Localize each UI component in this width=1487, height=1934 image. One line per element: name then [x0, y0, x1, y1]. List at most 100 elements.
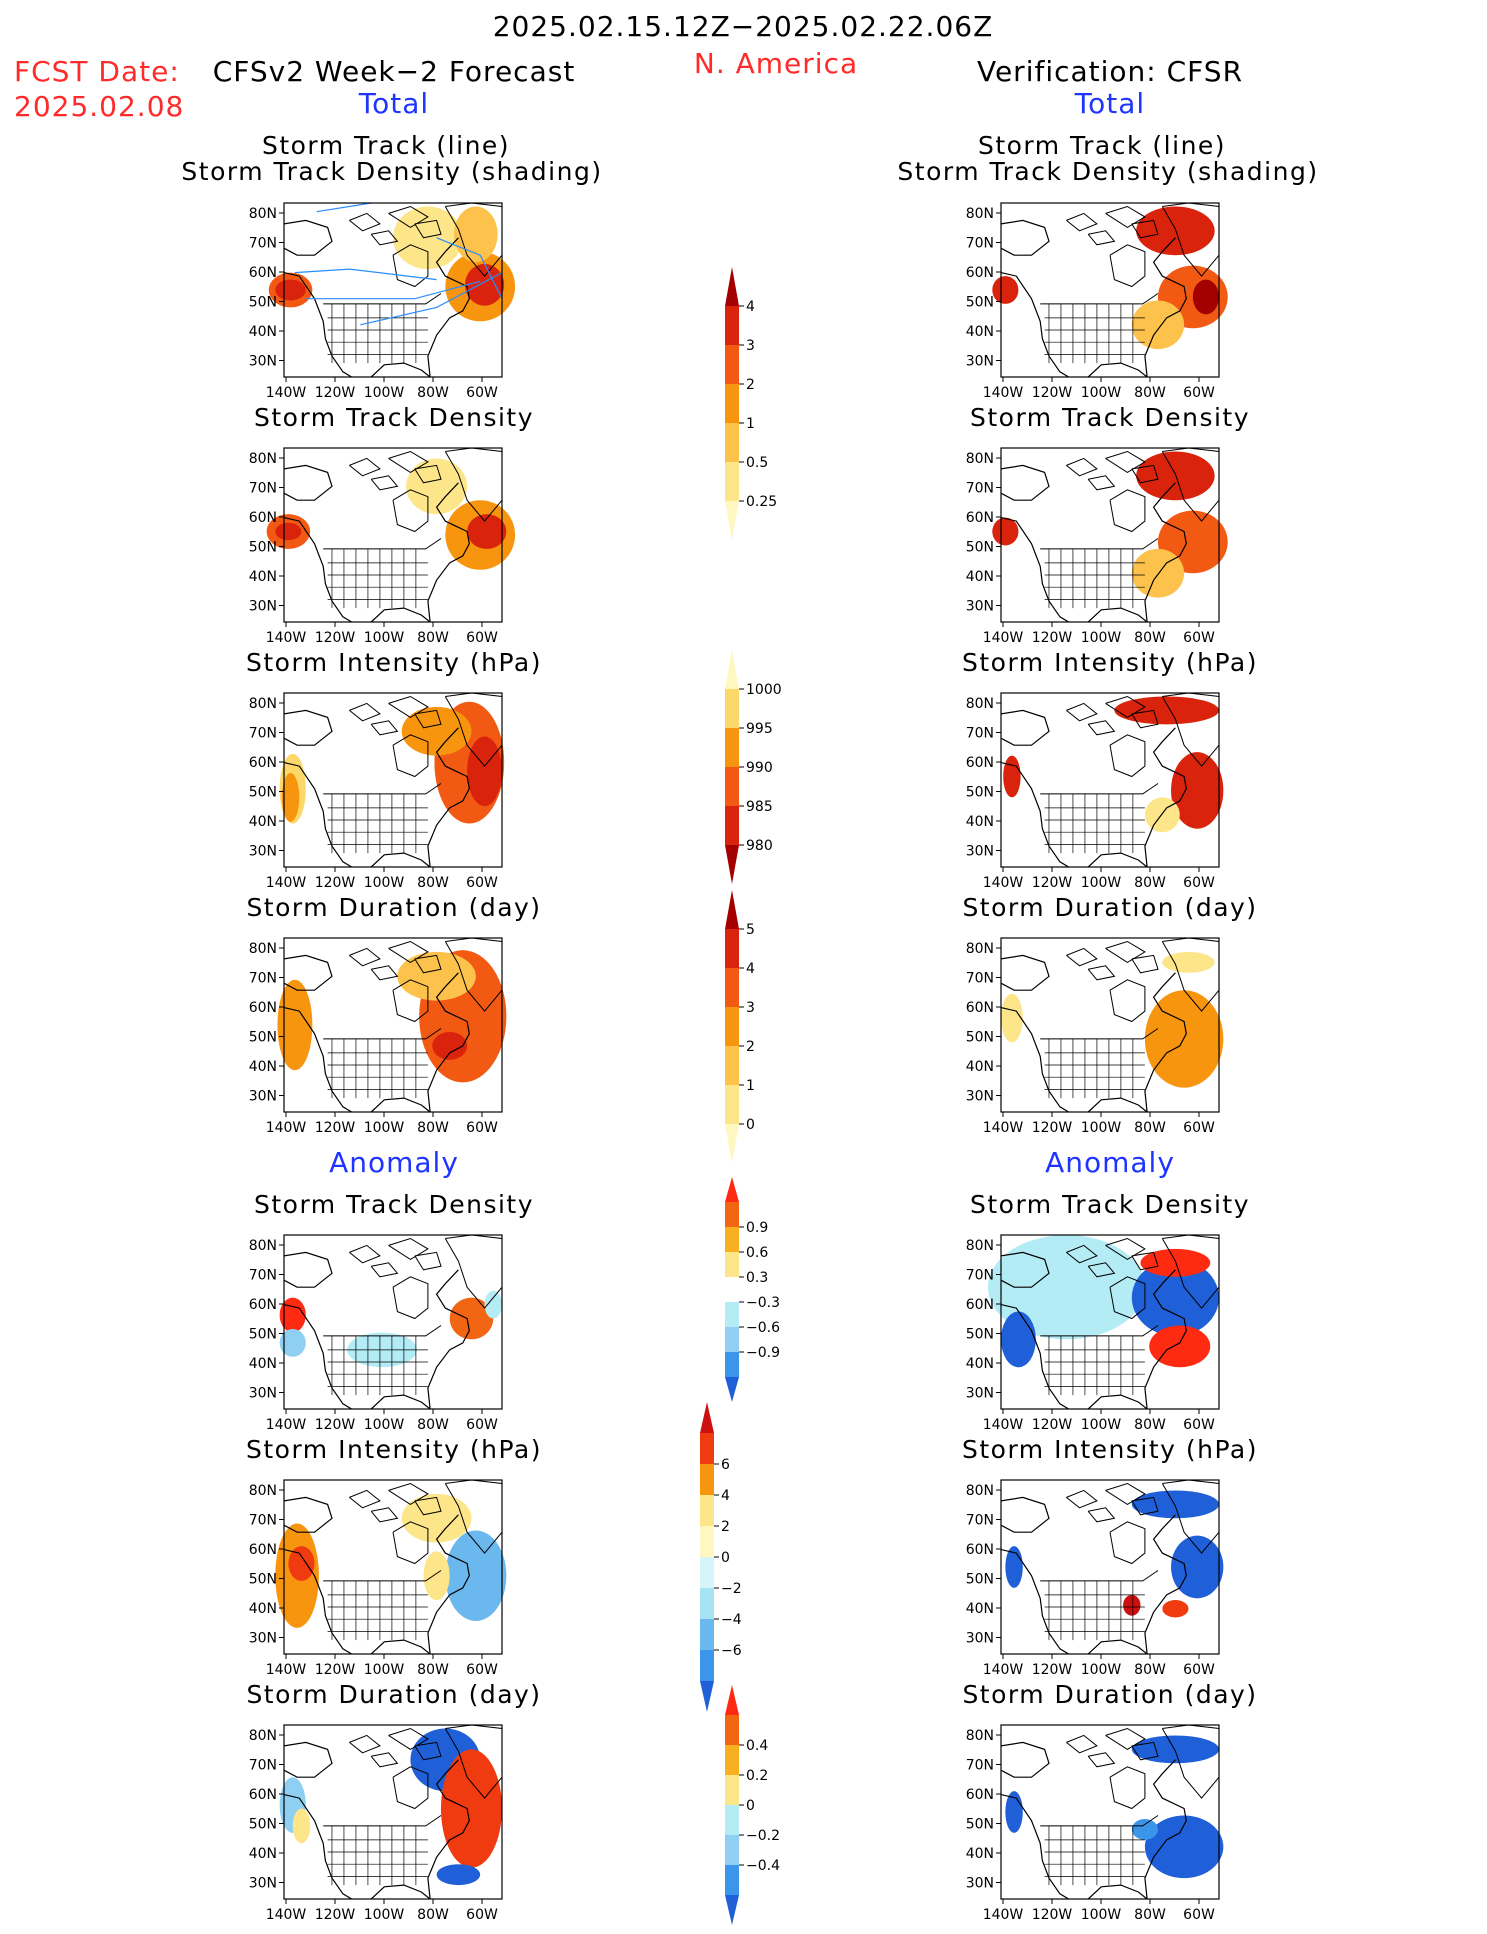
colorbar-segment — [725, 1745, 739, 1775]
lon-tick-label: 100W — [364, 1662, 405, 1678]
coastline — [1000, 1794, 1069, 1900]
coastline — [414, 709, 442, 729]
colorbar-segment — [725, 1177, 739, 1202]
lat-tick-label: 40N — [249, 569, 277, 585]
country-border — [1040, 1570, 1159, 1582]
colorbar-tick-label: 1 — [746, 416, 755, 432]
shaded-region — [1131, 1818, 1158, 1840]
lat-tick-label: 30N — [966, 354, 994, 370]
coastline — [392, 244, 429, 288]
lon-tick-label: 120W — [315, 630, 356, 646]
colorbar-segment — [725, 968, 739, 1007]
lat-tick-label: 30N — [966, 1876, 994, 1892]
colorbar-segment — [725, 423, 739, 462]
colorbar-tick-label: 2 — [721, 1519, 730, 1535]
coastline — [1066, 1489, 1098, 1509]
lat-tick-label: 70N — [249, 481, 277, 497]
lon-tick-label: 60W — [1183, 1907, 1215, 1923]
lat-tick-label: 50N — [249, 1572, 277, 1588]
lat-tick-label: 70N — [249, 1758, 277, 1774]
coastline — [1066, 947, 1098, 967]
lat-tick-label: 50N — [966, 1030, 994, 1046]
lat-tick-label: 80N — [966, 1483, 994, 1499]
colorbar-tick-label: 0.4 — [746, 1738, 768, 1754]
colorbar-tick-label: 0 — [721, 1550, 730, 1566]
left-p4-title: Storm Duration (day) — [246, 893, 542, 922]
coastline — [283, 762, 352, 868]
shaded-region — [1131, 548, 1185, 598]
country-border — [323, 1325, 442, 1337]
right-p2-title: Storm Track Density — [969, 403, 1251, 432]
coastline — [1144, 1514, 1187, 1655]
forecast-density-map: 80N 70N 60N 50N 40N 30N 140W 120W 100W 80W 60W — [238, 440, 516, 646]
lat-tick-label: 50N — [966, 1327, 994, 1343]
coastline — [388, 1482, 429, 1505]
lon-tick-label: 80W — [417, 1907, 449, 1923]
coastline — [283, 1007, 352, 1113]
lat-tick-label: 70N — [966, 1758, 994, 1774]
shaded-region — [1162, 1600, 1189, 1618]
lat-tick-label: 70N — [249, 236, 277, 252]
lon-tick-label: 100W — [1081, 1907, 1122, 1923]
colorbar-segment — [725, 1715, 739, 1745]
map-svg: 80N 70N 60N 50N 40N 30N 140W 120W 100W 80W 60W — [966, 937, 1224, 1136]
colorbar-tick-label: 1 — [746, 1078, 755, 1094]
coastline — [1109, 979, 1146, 1023]
coastline — [1000, 219, 1050, 256]
storm-track-line — [360, 272, 503, 326]
colorbar-tick-label: 0.9 — [746, 1220, 768, 1236]
right-p3-title: Storm Intensity (hPa) — [962, 648, 1258, 677]
coastline — [414, 1496, 442, 1516]
storm-track-line — [294, 268, 437, 281]
colorbar-tick-label: 4 — [746, 299, 755, 315]
country-border — [1040, 293, 1159, 305]
lat-tick-label: 70N — [966, 481, 994, 497]
coastline — [349, 457, 381, 477]
left-p7-title: Storm Duration (day) — [246, 1680, 542, 1709]
coastline — [388, 695, 429, 718]
lat-tick-label: 80N — [966, 696, 994, 712]
lat-tick-label: 40N — [966, 1846, 994, 1862]
left-p6-title: Storm Intensity (hPa) — [246, 1435, 542, 1464]
colorbar-svg: 0.9 0.6 0.3 −0.3 −0.6 −0.9 — [725, 1177, 780, 1402]
lon-tick-label: 60W — [466, 630, 498, 646]
verification-duration-map: 80N 70N 60N 50N 40N 30N 140W 120W 100W 80W 60W — [955, 930, 1230, 1136]
coastline — [427, 482, 470, 623]
colorbar-tick-label: 3 — [746, 1000, 755, 1016]
lat-tick-label: 70N — [249, 1268, 277, 1284]
coastline — [1131, 1741, 1159, 1761]
country-border — [323, 538, 442, 550]
coastline — [1144, 482, 1187, 623]
coastline — [1105, 1237, 1146, 1260]
coastline — [444, 1234, 503, 1309]
lon-tick-label: 100W — [1081, 630, 1122, 646]
left-p2-title: Storm Track Density — [253, 403, 535, 432]
colorbar-segment — [725, 890, 739, 929]
country-border — [323, 293, 442, 305]
right-p1-title-line2: Storm Track Density (shading) — [897, 157, 1319, 186]
colorbar-tick-label: −6 — [721, 1643, 742, 1659]
shaded-region — [1162, 951, 1215, 973]
coastline — [1066, 1244, 1098, 1264]
forecast-track-density-map: 80N 70N 60N 50N 40N 30N 140W 120W 100W 80W 60W — [238, 195, 516, 401]
verification-density-map: 80N 70N 60N 50N 40N 30N 140W 120W 100W 80W 60W — [955, 440, 1230, 646]
lon-tick-label: 80W — [417, 630, 449, 646]
colorbar-svg: 0.4 0.2 0 −0.2 −0.4 — [725, 1685, 780, 1925]
colorbar-segment — [725, 1352, 739, 1377]
lat-tick-label: 80N — [249, 696, 277, 712]
coastline — [392, 489, 429, 533]
coastline — [414, 464, 442, 484]
colorbar-tick-label: −0.6 — [746, 1320, 780, 1336]
lat-tick-label: 30N — [966, 1386, 994, 1402]
lon-tick-label: 100W — [364, 1120, 405, 1136]
lat-tick-label: 60N — [249, 1787, 277, 1803]
coastline — [349, 212, 381, 232]
coastline — [370, 230, 399, 246]
map-svg: 80N 70N 60N 50N 40N 30N 140W 120W 100W 80W 60W — [249, 1724, 503, 1923]
coastline — [1087, 1752, 1116, 1768]
colorbar-tick-label: −4 — [721, 1612, 742, 1628]
map-frame — [283, 1234, 503, 1410]
colorbar-tick-label: 3 — [746, 338, 755, 354]
right-p1-title-line1: Storm Track (line) — [977, 131, 1227, 160]
coastline — [1131, 709, 1159, 729]
